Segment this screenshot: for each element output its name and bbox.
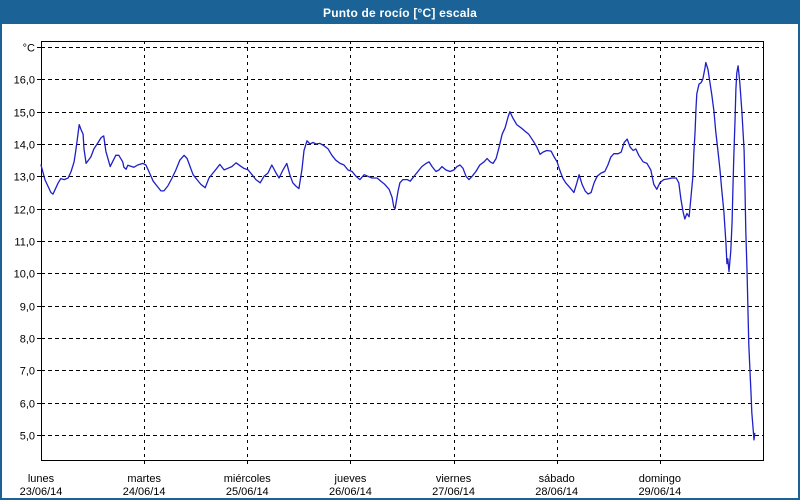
x-axis-date-label: 27/06/14	[432, 486, 475, 498]
x-axis-day-label: viernes	[436, 473, 472, 485]
y-axis-tick-label: 14,0	[14, 140, 35, 152]
x-axis-day-label: lunes	[28, 473, 55, 485]
y-axis-tick-label: °C	[23, 43, 35, 55]
page-title: Punto de rocío [°C] escala	[322, 6, 478, 20]
x-axis-date-label: 25/06/14	[226, 486, 269, 498]
y-axis-tick-label: 13,0	[14, 172, 35, 184]
y-axis-tick-label: 15,0	[14, 108, 35, 120]
x-axis-day-label: domingo	[639, 473, 681, 485]
x-axis-date-label: 29/06/14	[638, 486, 681, 498]
plot-border	[41, 41, 764, 461]
y-axis-tick-label: 7,0	[20, 366, 35, 378]
y-axis-tick-label: 8,0	[20, 334, 35, 346]
x-axis-date-label: 24/06/14	[123, 486, 166, 498]
y-axis-tick-label: 9,0	[20, 302, 35, 314]
x-axis-date-label: 28/06/14	[535, 486, 578, 498]
y-axis-tick-label: 10,0	[14, 269, 35, 281]
x-axis-date-label: 23/06/14	[20, 486, 63, 498]
x-axis-day-label: jueves	[334, 473, 367, 485]
x-axis-date-label: 26/06/14	[329, 486, 372, 498]
x-axis-day-label: miércoles	[224, 473, 272, 485]
y-axis-tick-label: 6,0	[20, 399, 35, 411]
y-axis-tick-label: 12,0	[14, 205, 35, 217]
dewpoint-line	[40, 61, 756, 441]
x-axis-day-label: martes	[127, 473, 161, 485]
y-axis-tick-label: 5,0	[20, 431, 35, 443]
y-axis-tick-label: 11,0	[14, 237, 35, 249]
x-axis-day-label: sábado	[539, 473, 575, 485]
y-axis-tick-label: 16,0	[14, 75, 35, 87]
window-title-bar: Punto de rocío [°C] escala	[2, 2, 798, 24]
